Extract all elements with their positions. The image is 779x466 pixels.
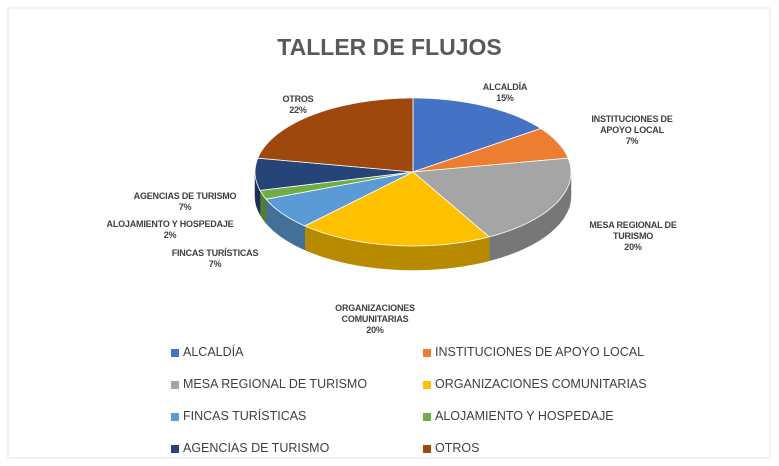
data-label-value: 22%: [289, 105, 307, 115]
legend-label: FINCAS TURÍSTICAS: [183, 409, 307, 423]
data-label-name: OTROS: [282, 94, 314, 104]
legend-label: INSTITUCIONES DE APOYO LOCAL: [435, 345, 645, 359]
data-label-name: INSTITUCIONES DE APOYO LOCAL: [591, 114, 673, 135]
data-label: ORGANIZACIONES COMUNITARIAS 20%: [325, 303, 425, 336]
data-label-value: 7%: [178, 202, 192, 212]
data-label: ALCALDÍA 15%: [465, 82, 545, 104]
legend-swatch: [423, 381, 431, 389]
data-label-value: 20%: [366, 325, 384, 335]
chart-title: TALLER DE FLUJOS: [277, 34, 502, 60]
data-label-value: 7%: [208, 259, 222, 269]
data-label: OTROS 22%: [268, 94, 328, 116]
data-label-name: ORGANIZACIONES COMUNITARIAS: [335, 303, 415, 324]
slice: [257, 97, 414, 173]
data-label-value: 15%: [496, 93, 514, 103]
legend-swatch: [171, 445, 179, 453]
data-label-value: 20%: [624, 242, 642, 252]
data-label: INSTITUCIONES DE APOYO LOCAL 7%: [577, 114, 687, 147]
slice: [265, 171, 414, 227]
data-label: ALOJAMIENTO Y HOSPEDAJE 2%: [100, 219, 240, 241]
legend-label: ORGANIZACIONES COMUNITARIAS: [435, 377, 647, 391]
data-label-name: ALOJAMIENTO Y HOSPEDAJE: [106, 219, 234, 229]
legend-label: ALCALDÍA: [183, 345, 244, 359]
legend-label: ALOJAMIENTO Y HOSPEDAJE: [435, 409, 614, 423]
data-label: FINCAS TURÍSTICAS 7%: [165, 248, 265, 270]
legend-swatch: [171, 381, 179, 389]
legend-swatch: [423, 349, 431, 357]
legend-swatch: [423, 445, 431, 453]
slice: [412, 97, 542, 173]
data-label-name: MESA REGIONAL DE TURISMO: [589, 220, 677, 241]
legend-swatch: [171, 413, 179, 421]
data-label-value: 2%: [163, 230, 177, 240]
data-label: AGENCIAS DE TURISMO 7%: [120, 191, 250, 213]
slice: [412, 128, 569, 173]
data-label-name: FINCAS TURÍSTICAS: [171, 248, 259, 258]
data-label-name: AGENCIAS DE TURISMO: [133, 191, 237, 201]
data-label-name: ALCALDÍA: [482, 82, 528, 92]
slice: [412, 157, 572, 238]
slice: [254, 157, 414, 191]
legend-label: MESA REGIONAL DE TURISMO: [183, 377, 368, 391]
slice: [303, 171, 490, 247]
legend-swatch: [171, 349, 179, 357]
chart-border: [7, 7, 771, 459]
legend-swatch: [423, 413, 431, 421]
legend-label: AGENCIAS DE TURISMO: [183, 441, 330, 455]
data-label-value: 7%: [625, 136, 639, 146]
legend-label: OTROS: [435, 441, 480, 455]
data-label: MESA REGIONAL DE TURISMO 20%: [583, 220, 683, 253]
